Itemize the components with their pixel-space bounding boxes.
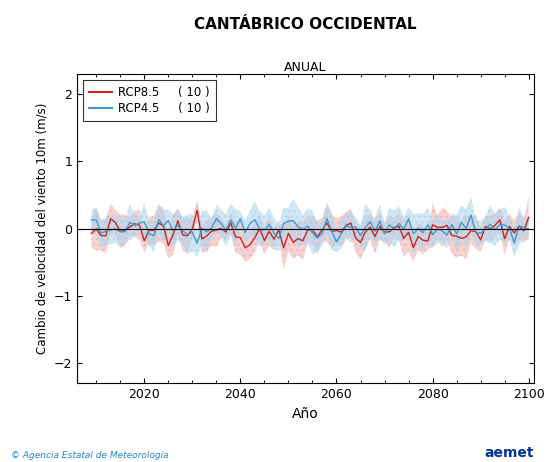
Text: © Agencia Estatal de Meteorología: © Agencia Estatal de Meteorología	[11, 451, 169, 460]
Text: CANTÁBRICO OCCIDENTAL: CANTÁBRICO OCCIDENTAL	[194, 18, 416, 32]
Title: ANUAL: ANUAL	[284, 61, 327, 74]
X-axis label: Año: Año	[292, 407, 318, 421]
Legend: RCP8.5     ( 10 ), RCP4.5     ( 10 ): RCP8.5 ( 10 ), RCP4.5 ( 10 )	[83, 80, 216, 121]
Text: aemet: aemet	[484, 446, 534, 460]
Y-axis label: Cambio de velocidad del viento 10m (m/s): Cambio de velocidad del viento 10m (m/s)	[35, 103, 48, 354]
